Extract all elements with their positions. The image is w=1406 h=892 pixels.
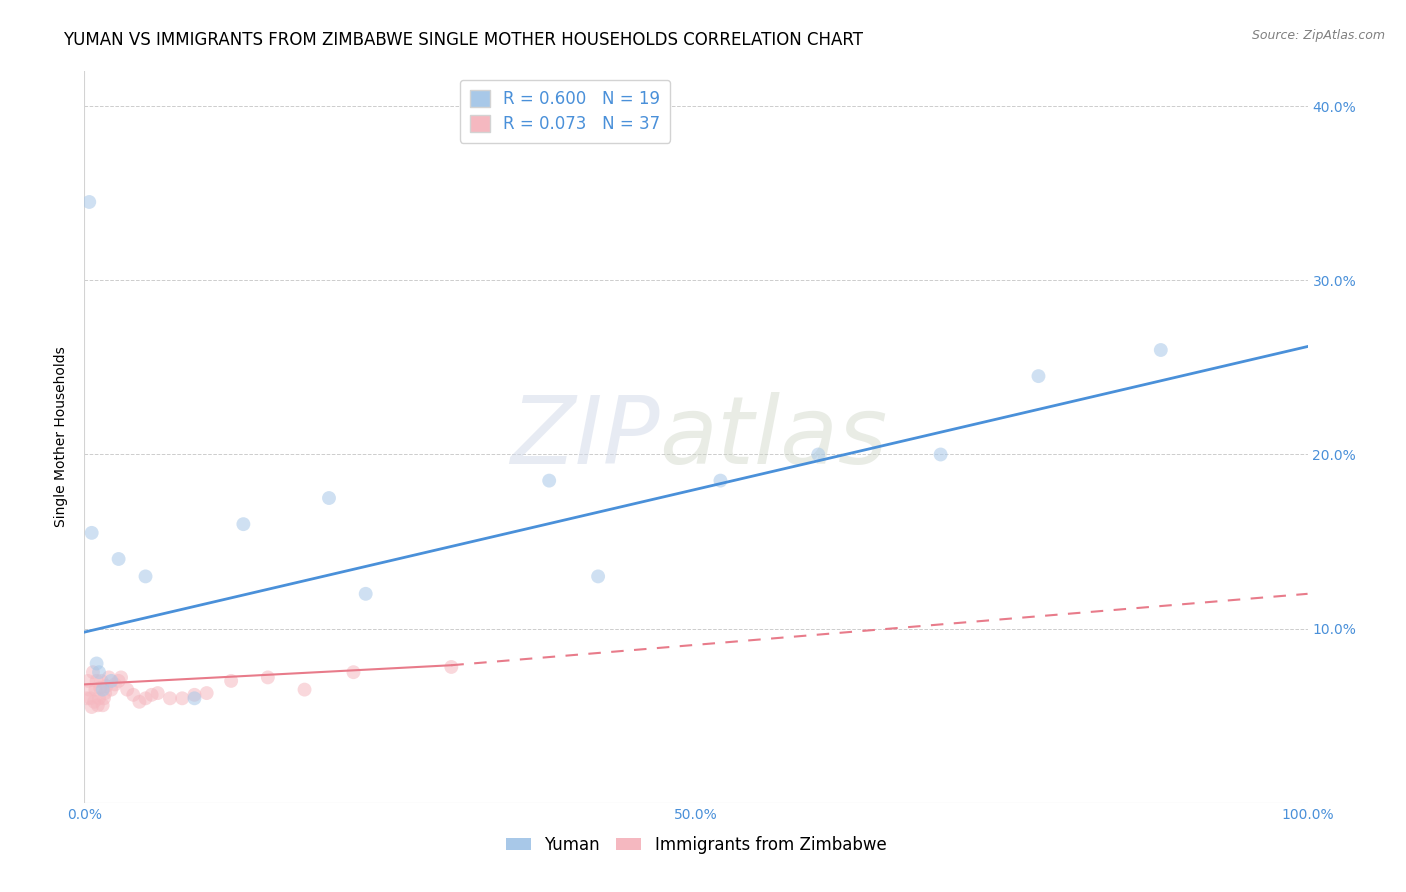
Point [86, 673, 108, 688]
Point [96, 679, 118, 693]
Point [440, 660, 463, 674]
Point [89, 681, 111, 695]
Point [77, 682, 100, 697]
Point [586, 569, 609, 583]
Text: ZIP: ZIP [509, 392, 659, 483]
Legend: Yuman, Immigrants from Zimbabwe: Yuman, Immigrants from Zimbabwe [499, 829, 893, 860]
Point [86, 657, 108, 671]
Text: Source: ZipAtlas.com: Source: ZipAtlas.com [1251, 29, 1385, 42]
Point [232, 517, 254, 532]
Point [709, 474, 731, 488]
Point [84, 682, 107, 697]
Point [183, 688, 205, 702]
Point [83, 695, 105, 709]
Point [538, 474, 561, 488]
Point [195, 686, 218, 700]
Point [76, 691, 98, 706]
Point [107, 552, 129, 566]
Point [342, 665, 364, 680]
Point [87, 698, 110, 713]
Point [91, 682, 114, 697]
Point [318, 491, 340, 505]
Point [122, 688, 145, 702]
Point [93, 691, 115, 706]
Point [82, 665, 104, 680]
Point [77, 194, 100, 209]
Point [107, 673, 129, 688]
Point [354, 587, 377, 601]
Point [97, 670, 120, 684]
Point [219, 673, 242, 688]
Point [91, 698, 114, 713]
Point [77, 673, 100, 688]
Point [87, 691, 110, 706]
Point [100, 673, 122, 688]
Point [94, 686, 117, 700]
Point [128, 695, 150, 709]
Point [80, 525, 103, 540]
Point [87, 665, 110, 680]
Point [294, 682, 316, 697]
Point [172, 691, 194, 706]
Point [159, 691, 181, 706]
Point [183, 691, 205, 706]
Point [79, 691, 101, 706]
Point [929, 448, 952, 462]
Point [80, 700, 103, 714]
Point [100, 682, 122, 697]
Point [1150, 343, 1173, 357]
Point [141, 688, 163, 702]
Point [135, 691, 157, 706]
Point [90, 673, 112, 688]
Point [1028, 369, 1050, 384]
Point [115, 682, 138, 697]
Point [135, 569, 157, 583]
Point [257, 670, 280, 684]
Y-axis label: Single Mother Households: Single Mother Households [55, 347, 69, 527]
Point [104, 677, 127, 691]
Text: YUMAN VS IMMIGRANTS FROM ZIMBABWE SINGLE MOTHER HOUSEHOLDS CORRELATION CHART: YUMAN VS IMMIGRANTS FROM ZIMBABWE SINGLE… [63, 31, 863, 49]
Point [807, 448, 830, 462]
Point [110, 670, 132, 684]
Text: atlas: atlas [659, 392, 887, 483]
Point [146, 686, 169, 700]
